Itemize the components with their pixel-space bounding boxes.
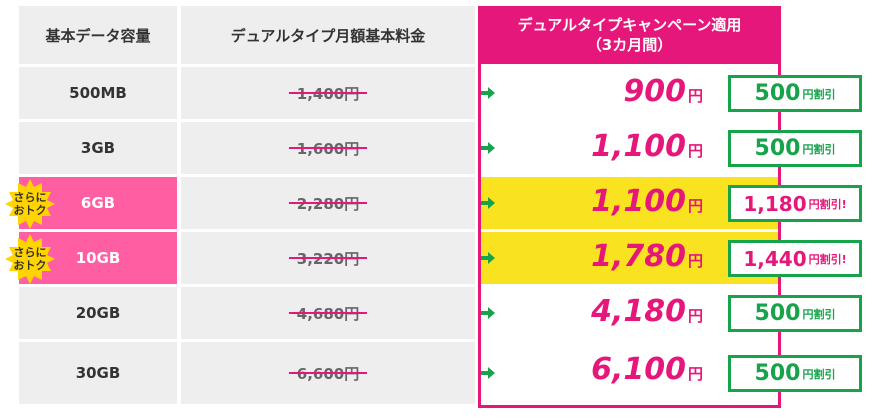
row-original-price: 6,600円	[181, 342, 475, 404]
header-campaign-line1: デュアルタイプキャンペーン適用	[517, 16, 742, 34]
campaign-price-value: 1,100	[591, 129, 686, 164]
arrow-right-icon	[481, 142, 495, 154]
discount-unit: 円割引	[802, 142, 836, 156]
yen-label: 円	[687, 142, 703, 160]
discount-box: 500 円割引	[728, 295, 862, 332]
row-original-price: 1,600円	[181, 122, 475, 174]
badge-text: さらに おトク	[14, 191, 47, 217]
row-size: 20GB	[19, 287, 177, 339]
arrow-right-icon	[481, 87, 495, 99]
campaign-price: 900 円	[623, 74, 703, 109]
discount-box: 500 円割引	[728, 355, 862, 392]
row-size: 30GB	[19, 342, 177, 404]
size-label: 10GB	[75, 249, 121, 267]
discount-amount: 1,180	[743, 191, 807, 216]
size-label: 30GB	[75, 364, 121, 382]
discount-amount: 500	[754, 81, 801, 106]
campaign-price-value: 1,100	[591, 184, 686, 219]
campaign-price-value: 900	[623, 74, 686, 109]
discount-amount: 1,440	[743, 246, 807, 271]
original-price: 2,280円	[296, 194, 360, 213]
yen-label: 円	[687, 197, 703, 215]
badge-line2: おトク	[13, 204, 47, 217]
row-size: 10GB	[19, 232, 177, 284]
row-original-price: 2,280円	[181, 177, 475, 229]
discount-unit: 円割引!	[808, 197, 847, 211]
header-campaign-line2: （3カ月間）	[586, 36, 673, 54]
discount-box: 1,440 円割引!	[728, 240, 862, 277]
campaign-price: 1,780 円	[591, 239, 703, 274]
arrow-right-icon	[481, 252, 495, 264]
yen-label: 円	[687, 365, 703, 383]
size-label: 6GB	[80, 194, 116, 212]
campaign-price-value: 1,780	[591, 239, 686, 274]
row-original-price: 4,680円	[181, 287, 475, 339]
discount-amount: 500	[754, 136, 801, 161]
arrow-right-icon	[481, 307, 495, 319]
header-campaign: デュアルタイプキャンペーン適用 （3カ月間）	[478, 6, 781, 64]
discount-unit: 円割引	[802, 367, 836, 381]
arrow-right-icon	[481, 197, 495, 209]
row-original-price: 1,400円	[181, 67, 475, 119]
header-size: 基本データ容量	[19, 6, 177, 64]
discount-box: 1,180 円割引!	[728, 185, 862, 222]
original-price: 1,600円	[296, 139, 360, 158]
starburst-badge-icon: さらに おトク	[4, 233, 56, 285]
discount-amount: 500	[754, 301, 801, 326]
discount-unit: 円割引	[802, 87, 836, 101]
header-price-label: デュアルタイプ月額基本料金	[230, 26, 426, 45]
campaign-price-value: 4,180	[591, 294, 686, 329]
discount-unit: 円割引!	[808, 252, 847, 266]
campaign-price: 1,100 円	[591, 129, 703, 164]
yen-label: 円	[687, 307, 703, 325]
yen-label: 円	[687, 87, 703, 105]
discount-unit: 円割引	[802, 307, 836, 321]
arrow-right-icon	[481, 367, 495, 379]
campaign-price-value: 6,100	[591, 352, 686, 387]
badge-line2: おトク	[13, 259, 47, 272]
starburst-badge-icon: さらに おトク	[4, 178, 56, 230]
row-size: 3GB	[19, 122, 177, 174]
discount-box: 500 円割引	[728, 75, 862, 112]
size-label: 3GB	[80, 139, 116, 157]
yen-label: 円	[687, 252, 703, 270]
discount-amount: 500	[754, 361, 801, 386]
badge-line1: さらに	[13, 246, 47, 259]
header-price: デュアルタイプ月額基本料金	[181, 6, 475, 64]
size-label: 20GB	[75, 304, 121, 322]
size-label: 500MB	[69, 84, 127, 102]
row-original-price: 3,220円	[181, 232, 475, 284]
row-size: 500MB	[19, 67, 177, 119]
campaign-price: 4,180 円	[591, 294, 703, 329]
discount-box: 500 円割引	[728, 130, 862, 167]
original-price: 6,600円	[296, 364, 360, 383]
campaign-price: 1,100 円	[591, 184, 703, 219]
original-price: 4,680円	[296, 304, 360, 323]
badge-line1: さらに	[13, 191, 47, 204]
original-price: 3,220円	[296, 249, 360, 268]
badge-text: さらに おトク	[14, 246, 47, 272]
original-price: 1,400円	[296, 84, 360, 103]
campaign-price: 6,100 円	[591, 352, 703, 387]
header-size-label: 基本データ容量	[45, 26, 151, 45]
